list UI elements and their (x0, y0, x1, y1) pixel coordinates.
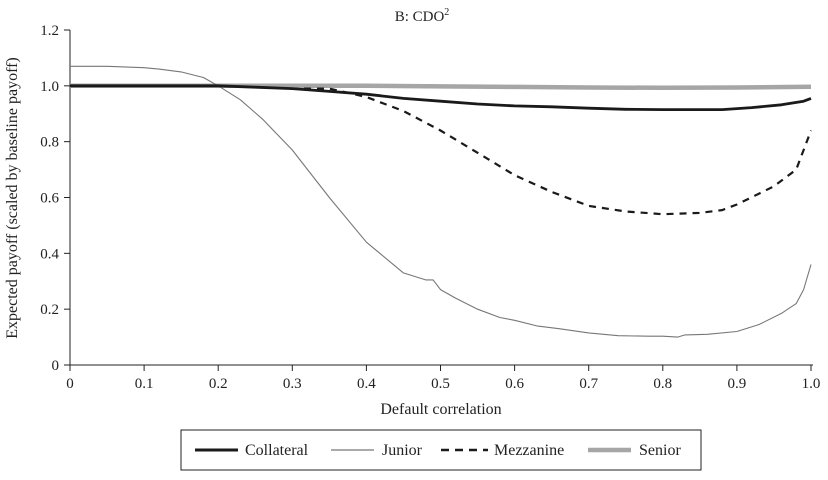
legend-label-junior: Junior (382, 442, 423, 459)
legend-label-senior: Senior (639, 442, 681, 459)
series-line-mezzanine (70, 84, 813, 216)
x-tick-label: 0.7 (579, 376, 598, 392)
x-tick-label: 0.9 (728, 376, 747, 392)
x-tick-label: 0.1 (135, 376, 154, 392)
series-line-collateral (70, 84, 812, 111)
x-axis-title: Default correlation (380, 401, 501, 418)
x-tick-label: 0.8 (653, 376, 672, 392)
series-line-junior (70, 65, 812, 338)
x-tick-label: 0.4 (357, 376, 376, 392)
y-tick-label: 1.2 (40, 23, 59, 39)
legend-label-collateral: Collateral (245, 442, 309, 459)
legend: Collateral Junior Mezzanine Senior (180, 429, 702, 471)
x-tick-label: 0.5 (431, 376, 450, 392)
y-tick-label: 0.4 (40, 246, 59, 262)
y-tick-label: 0.6 (40, 191, 59, 207)
x-tick-label: 0.6 (505, 376, 524, 392)
y-axis-title: Expected payoff (scaled by baseline payo… (4, 57, 21, 339)
chart-title-superscript: 2 (444, 7, 449, 18)
y-tick-label: 1.0 (40, 79, 59, 95)
y-ticks-group: 0 0.2 0.4 0.6 0.8 1.0 1.2 (40, 23, 70, 374)
x-tick-label: 1.0 (802, 376, 821, 392)
y-tick-label: 0.2 (40, 302, 59, 318)
chart-title-text: B: CDO (395, 9, 445, 25)
x-tick-label: 0.3 (283, 376, 302, 392)
series-group (70, 65, 813, 338)
x-tick-label: 0.2 (209, 376, 228, 392)
y-tick-label: 0.8 (40, 135, 59, 151)
y-tick-label: 0 (52, 358, 60, 374)
legend-label-mezzanine: Mezzanine (494, 442, 564, 459)
x-ticks-group: 0 0.1 0.2 0.3 0.4 0.5 0.6 0.7 0.8 0.9 1.0 (66, 365, 820, 392)
x-tick-label: 0 (66, 376, 74, 392)
chart-title: B: CDO2 (395, 7, 450, 25)
